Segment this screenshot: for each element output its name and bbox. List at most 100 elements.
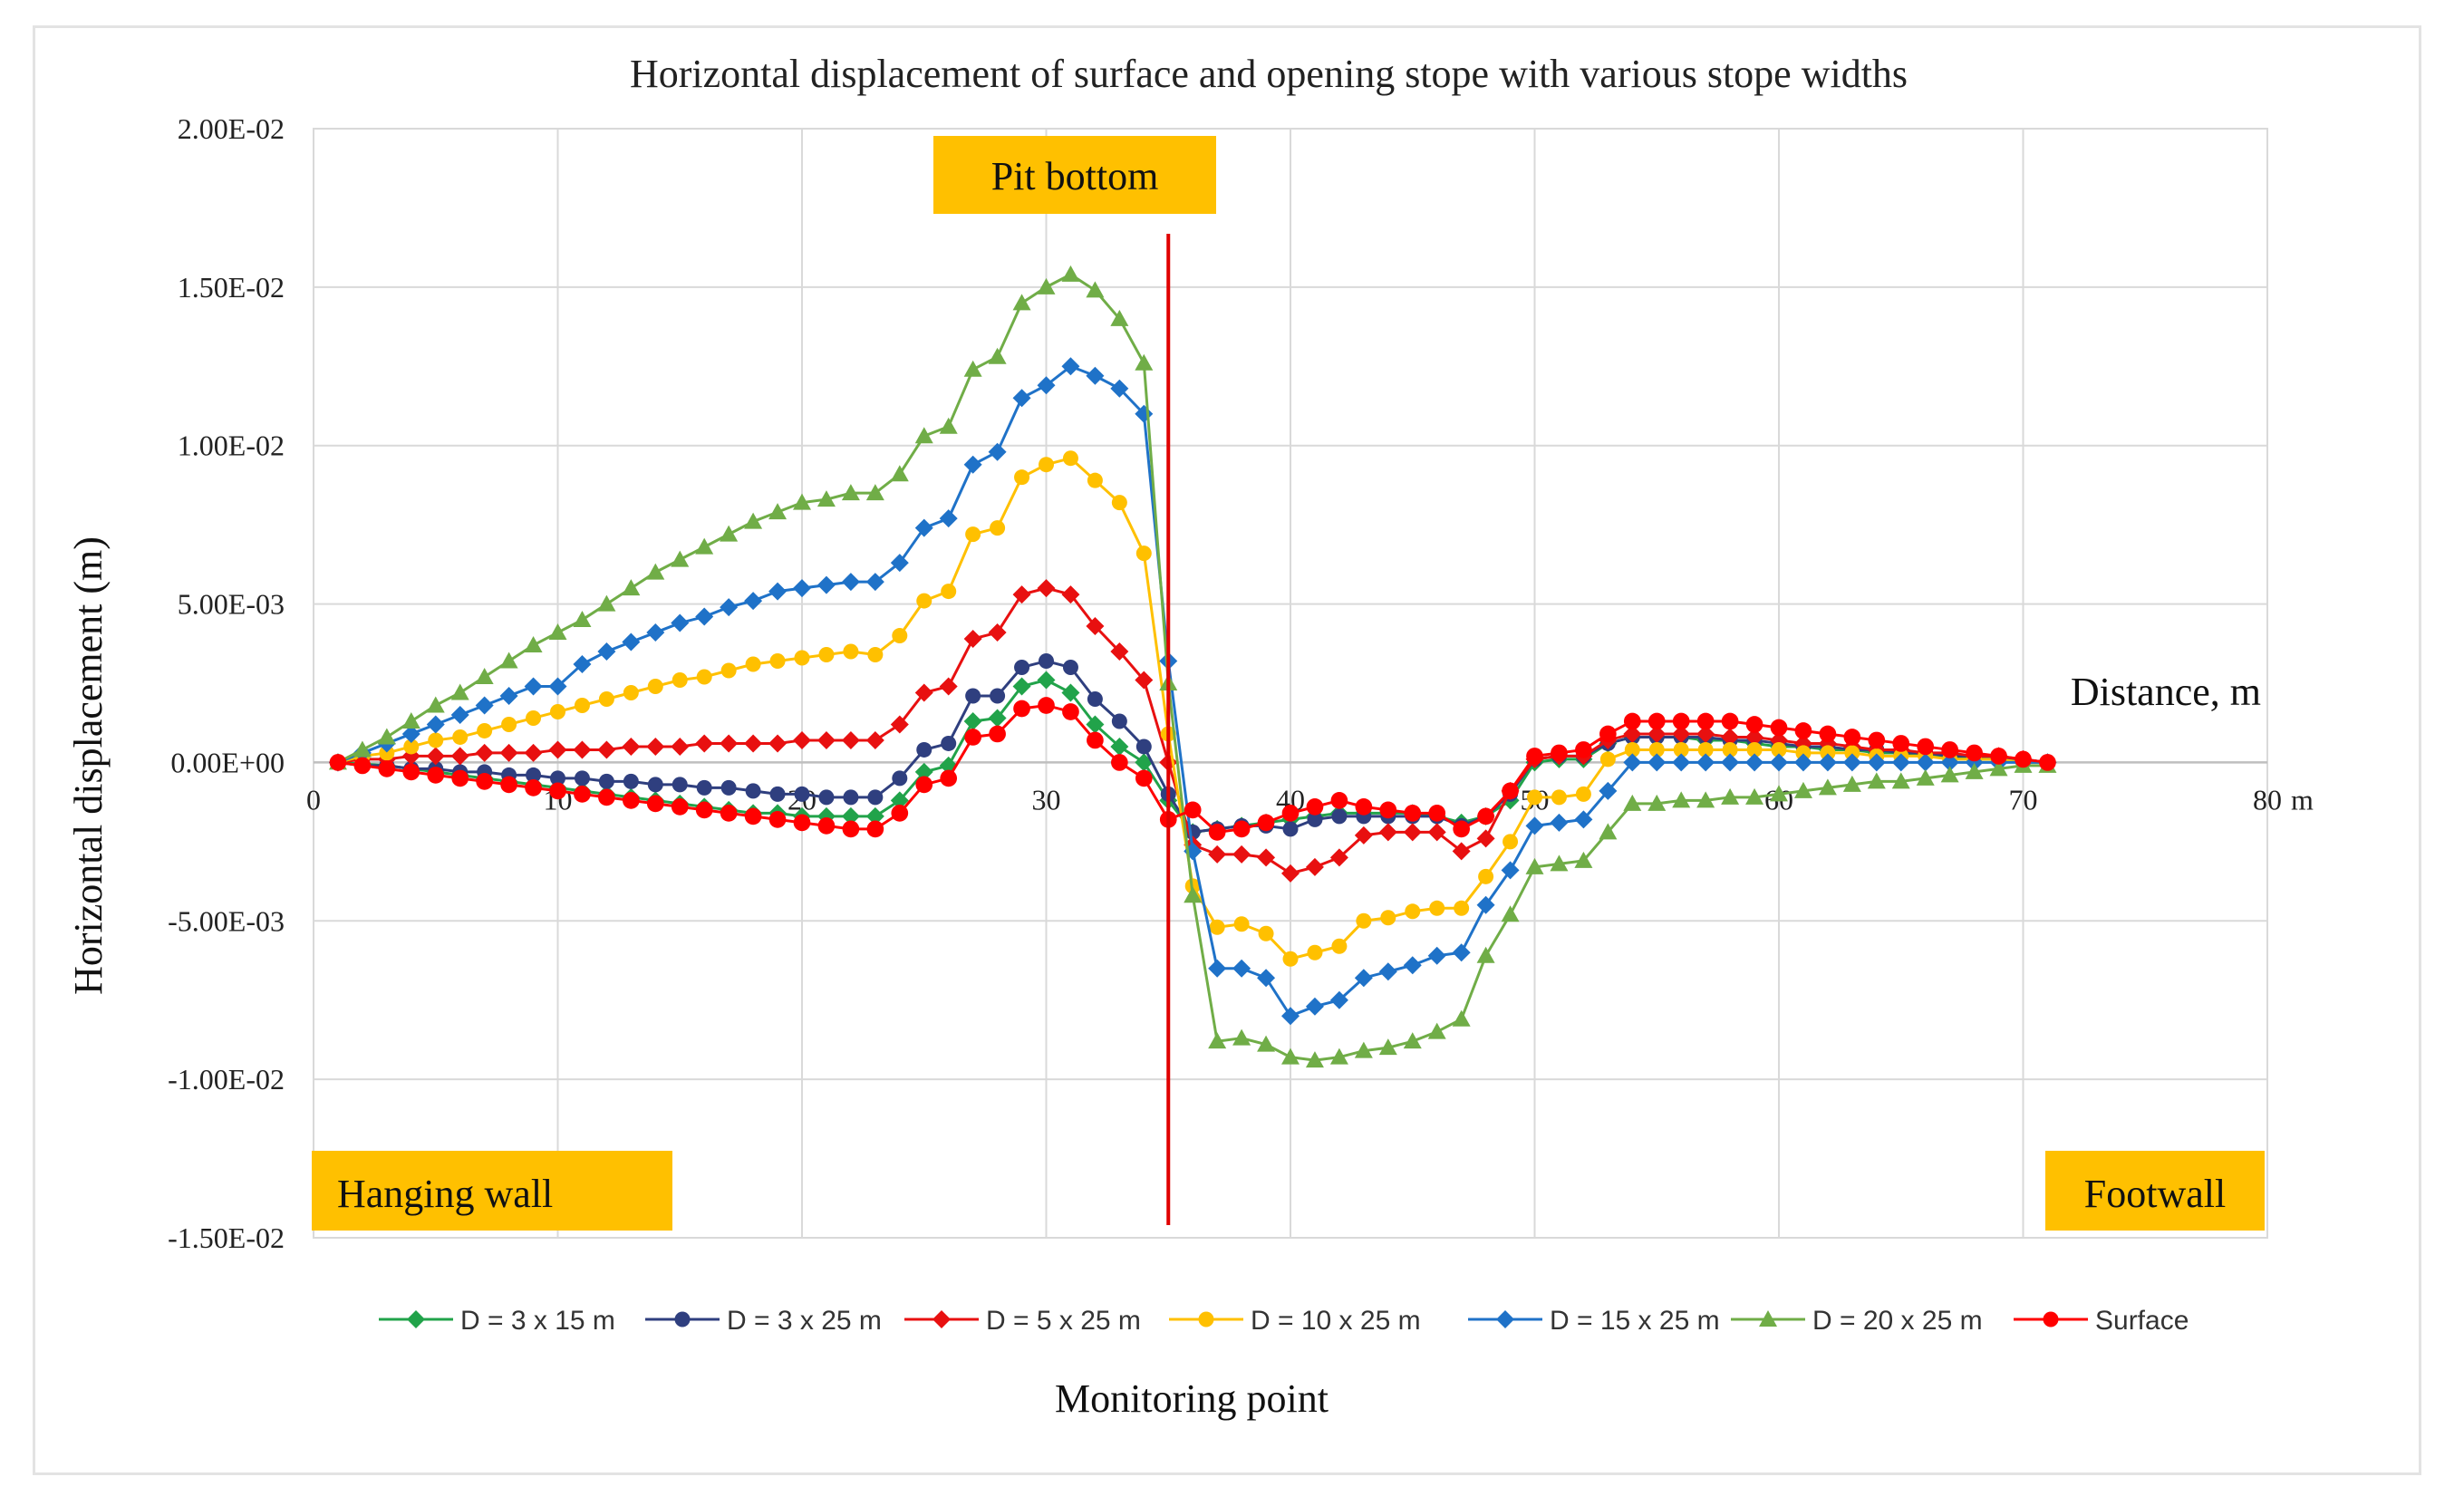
- data-point: [1208, 824, 1226, 841]
- data-point: [1623, 794, 1642, 811]
- data-point: [695, 734, 714, 753]
- data-point: [990, 520, 1006, 536]
- data-point: [1086, 281, 1105, 298]
- data-point: [1647, 794, 1667, 811]
- data-point: [1623, 753, 1642, 772]
- data-point: [842, 820, 860, 838]
- data-point: [1061, 683, 1080, 702]
- y-axis-label: Horizontal displacement (m): [66, 536, 111, 995]
- data-point: [623, 792, 640, 809]
- data-point: [1111, 495, 1127, 511]
- data-point: [1721, 787, 1740, 805]
- data-point: [1281, 1007, 1300, 1026]
- data-point: [2015, 750, 2032, 768]
- data-point: [865, 484, 884, 501]
- data-point: [1940, 766, 1959, 783]
- data-point: [1354, 825, 1373, 845]
- hanging-wall-label: Hanging wall: [337, 1172, 553, 1216]
- y-tick-label: 1.50E-02: [178, 271, 285, 304]
- x-tick-label: 70: [2009, 783, 2038, 816]
- data-point: [525, 779, 542, 796]
- data-point: [622, 579, 641, 596]
- data-point: [1356, 912, 1372, 929]
- data-point: [1037, 579, 1056, 598]
- data-point: [1867, 772, 1886, 789]
- data-point: [499, 686, 518, 705]
- data-point: [1745, 728, 1764, 747]
- data-point: [524, 636, 543, 653]
- data-point: [1745, 787, 1764, 805]
- data-point: [475, 668, 494, 685]
- data-point: [1257, 969, 1276, 988]
- data-point: [963, 711, 982, 730]
- data-point: [841, 806, 860, 825]
- legend-item: D = 20 x 25 m: [1731, 1306, 1983, 1336]
- data-point: [1648, 741, 1665, 758]
- legend-item: D = 5 x 25 m: [904, 1306, 1141, 1336]
- data-point: [672, 777, 688, 793]
- legend-marker: [932, 1310, 951, 1328]
- y-tick-label: 1.00E-02: [178, 430, 285, 462]
- data-point: [1378, 962, 1397, 981]
- data-point: [1795, 745, 1812, 761]
- data-point: [1012, 585, 1031, 604]
- data-point: [1818, 753, 1837, 772]
- footwall-label: Footwall: [2084, 1172, 2226, 1216]
- data-point: [1941, 741, 1958, 758]
- data-point: [1258, 925, 1274, 941]
- series-line: [337, 364, 2048, 1018]
- data-point: [695, 537, 714, 555]
- data-point: [1965, 762, 1984, 779]
- data-point: [646, 563, 665, 580]
- x-tick-label: 30: [1032, 783, 1061, 816]
- data-point: [794, 650, 810, 666]
- data-point: [671, 737, 690, 756]
- data-point: [1696, 753, 1715, 772]
- data-point: [695, 607, 714, 626]
- data-point: [426, 696, 445, 713]
- data-point: [1135, 353, 1154, 371]
- legend-marker: [407, 1310, 425, 1328]
- data-point: [597, 594, 616, 612]
- data-point: [1599, 781, 1618, 800]
- y-tick-label: 0.00E+00: [170, 746, 285, 778]
- data-point: [1061, 265, 1080, 282]
- data-point: [1427, 823, 1446, 842]
- data-point: [1452, 943, 1471, 962]
- data-point: [745, 656, 761, 672]
- data-point: [1110, 737, 1129, 756]
- footwall-annotation: Footwall: [2045, 1151, 2265, 1231]
- data-point: [1770, 719, 1788, 737]
- data-point: [1331, 938, 1348, 954]
- data-point: [1087, 731, 1104, 749]
- data-point: [1623, 712, 1641, 730]
- data-point: [526, 710, 542, 726]
- data-point: [353, 757, 372, 775]
- data-point: [452, 729, 469, 745]
- data-point: [1111, 713, 1127, 729]
- data-point: [1062, 450, 1078, 467]
- pit-bottom-box: [933, 136, 1216, 214]
- data-point: [1721, 753, 1740, 772]
- data-point: [1844, 745, 1860, 761]
- data-point: [1232, 820, 1251, 838]
- data-point: [1672, 712, 1690, 730]
- y-tick-label: 5.00E-03: [178, 588, 285, 621]
- data-point: [646, 623, 665, 642]
- data-point: [426, 715, 445, 734]
- data-point: [573, 611, 592, 628]
- data-point: [1647, 712, 1666, 730]
- data-point: [598, 690, 614, 707]
- data-point: [768, 734, 788, 753]
- data-point: [623, 773, 639, 789]
- data-point: [1575, 786, 1591, 802]
- data-point: [817, 730, 836, 749]
- data-point: [573, 655, 592, 674]
- legend-item: D = 15 x 25 m: [1468, 1306, 1720, 1336]
- data-point: [769, 786, 786, 802]
- data-point: [817, 490, 836, 507]
- data-point: [477, 722, 493, 739]
- series-d-15-x-25-m: [328, 357, 2057, 1026]
- data-point: [1305, 857, 1324, 876]
- data-point: [1453, 820, 1470, 838]
